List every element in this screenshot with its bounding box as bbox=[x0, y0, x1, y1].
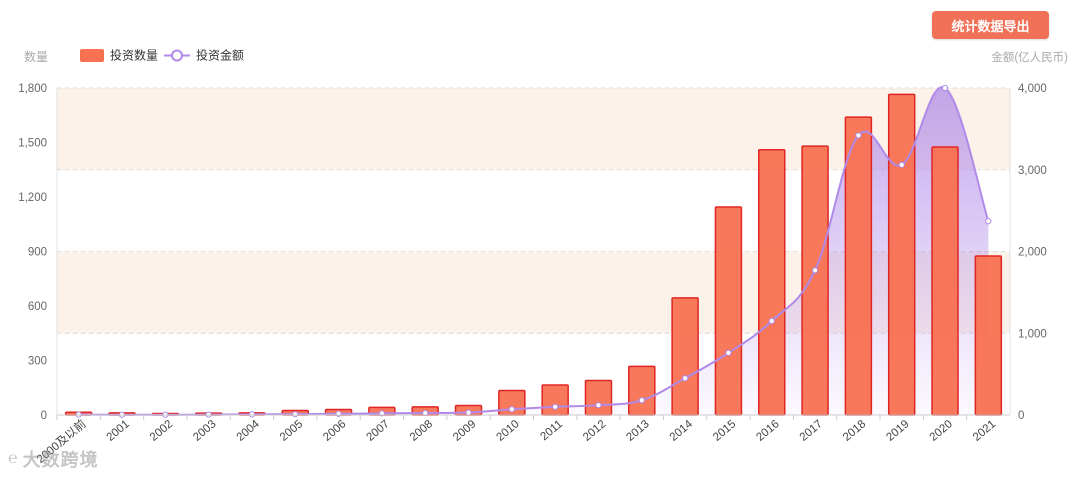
amount-point-2021 bbox=[985, 218, 992, 225]
y-left-axis-title: 数量 bbox=[24, 49, 48, 64]
amount-point-2011 bbox=[552, 403, 559, 410]
amount-point-2020 bbox=[941, 84, 949, 92]
x-tick-label: 2002 bbox=[148, 418, 175, 444]
x-tick-label: 2013 bbox=[624, 418, 651, 444]
y-left-tick-label: 600 bbox=[28, 301, 47, 313]
amount-line bbox=[75, 84, 992, 418]
bar-2021 bbox=[974, 255, 1003, 416]
amount-point-2005 bbox=[292, 411, 299, 418]
x-tick-label: 2011 bbox=[538, 418, 565, 443]
y-right-axis-title: 金额(亿人民币) bbox=[991, 50, 1068, 64]
watermark-text: 大数跨境 bbox=[22, 450, 99, 470]
legend: 投资数量 投资金额 bbox=[80, 48, 244, 63]
amount-point-2012 bbox=[595, 402, 602, 409]
x-tick-label: 2017 bbox=[798, 418, 825, 444]
y-left-tick-label: 1,500 bbox=[18, 138, 47, 150]
bar-2015 bbox=[714, 206, 743, 416]
y-left-tick-label: 300 bbox=[28, 356, 47, 368]
legend-line-marker bbox=[171, 49, 183, 62]
amount-point-2018 bbox=[855, 132, 862, 139]
bar-2017 bbox=[801, 145, 829, 416]
x-tick-label: 2012 bbox=[581, 418, 608, 444]
amount-point-2014 bbox=[682, 375, 689, 382]
export-stats-button[interactable]: 统计数据导出 bbox=[932, 11, 1049, 39]
x-tick-label: 2018 bbox=[841, 418, 868, 444]
x-tick-label: 2010 bbox=[494, 418, 521, 444]
bar-2012 bbox=[584, 379, 613, 416]
count-bars bbox=[64, 93, 1003, 416]
amount-point-2017 bbox=[811, 267, 819, 274]
x-tick-label: 2007 bbox=[364, 418, 391, 444]
watermark-logo-icon: ℮ bbox=[8, 450, 19, 467]
y-right-tick-label: 2,000 bbox=[1018, 247, 1047, 259]
x-tick-label: 2003 bbox=[191, 418, 218, 444]
amount-point-2019 bbox=[898, 161, 905, 168]
amount-point-2010 bbox=[508, 406, 515, 413]
x-tick-label: 2016 bbox=[754, 418, 781, 444]
legend-bar-swatch bbox=[80, 49, 104, 62]
bar-2019 bbox=[887, 93, 916, 416]
y-left-tick-label: 0 bbox=[41, 410, 47, 422]
legend-bar-label: 投资数量 bbox=[110, 48, 158, 63]
x-tick-label: 2009 bbox=[451, 418, 478, 444]
x-tick-label: 2015 bbox=[711, 418, 738, 444]
amount-point-2015 bbox=[725, 349, 732, 356]
x-tick-label: 2004 bbox=[235, 418, 263, 444]
amount-point-2006 bbox=[335, 410, 342, 417]
legend-line-label: 投资金额 bbox=[196, 48, 244, 63]
bar-2014 bbox=[671, 297, 699, 416]
amount-point-2013 bbox=[638, 397, 645, 404]
amount-point-2009 bbox=[465, 409, 472, 416]
x-tick-label: 2006 bbox=[321, 418, 348, 444]
y-right-tick-label: 0 bbox=[1018, 410, 1024, 422]
x-tick-label: 2005 bbox=[278, 418, 305, 444]
y-left-tick-label: 1,800 bbox=[18, 83, 47, 95]
amount-line-path bbox=[78, 86, 990, 416]
bar-2016 bbox=[758, 149, 786, 416]
amount-point-2016 bbox=[768, 317, 775, 325]
y-left-tick-label: 1,200 bbox=[18, 192, 47, 204]
x-tick-label: 2020 bbox=[928, 418, 955, 444]
y-right-tick-label: 4,000 bbox=[1018, 83, 1047, 95]
y-left-tick-label: 900 bbox=[28, 247, 47, 259]
x-tick-label: 2008 bbox=[408, 418, 435, 444]
x-tick-label: 2019 bbox=[884, 418, 911, 444]
amount-point-2008 bbox=[422, 409, 429, 417]
bar-2013 bbox=[628, 365, 656, 416]
watermark: ℮ 大数跨境 bbox=[8, 446, 99, 472]
y-right-tick-label: 1,000 bbox=[1018, 328, 1047, 340]
x-tick-label: 2014 bbox=[668, 418, 696, 444]
x-tick-label: 2021 bbox=[971, 418, 998, 444]
bar-2011 bbox=[541, 384, 569, 416]
bar-2020 bbox=[931, 146, 959, 416]
bar-2018 bbox=[844, 116, 873, 416]
x-tick-label: 2001 bbox=[105, 418, 132, 444]
y-right-tick-label: 3,000 bbox=[1018, 165, 1047, 177]
amount-point-2004 bbox=[248, 411, 256, 418]
